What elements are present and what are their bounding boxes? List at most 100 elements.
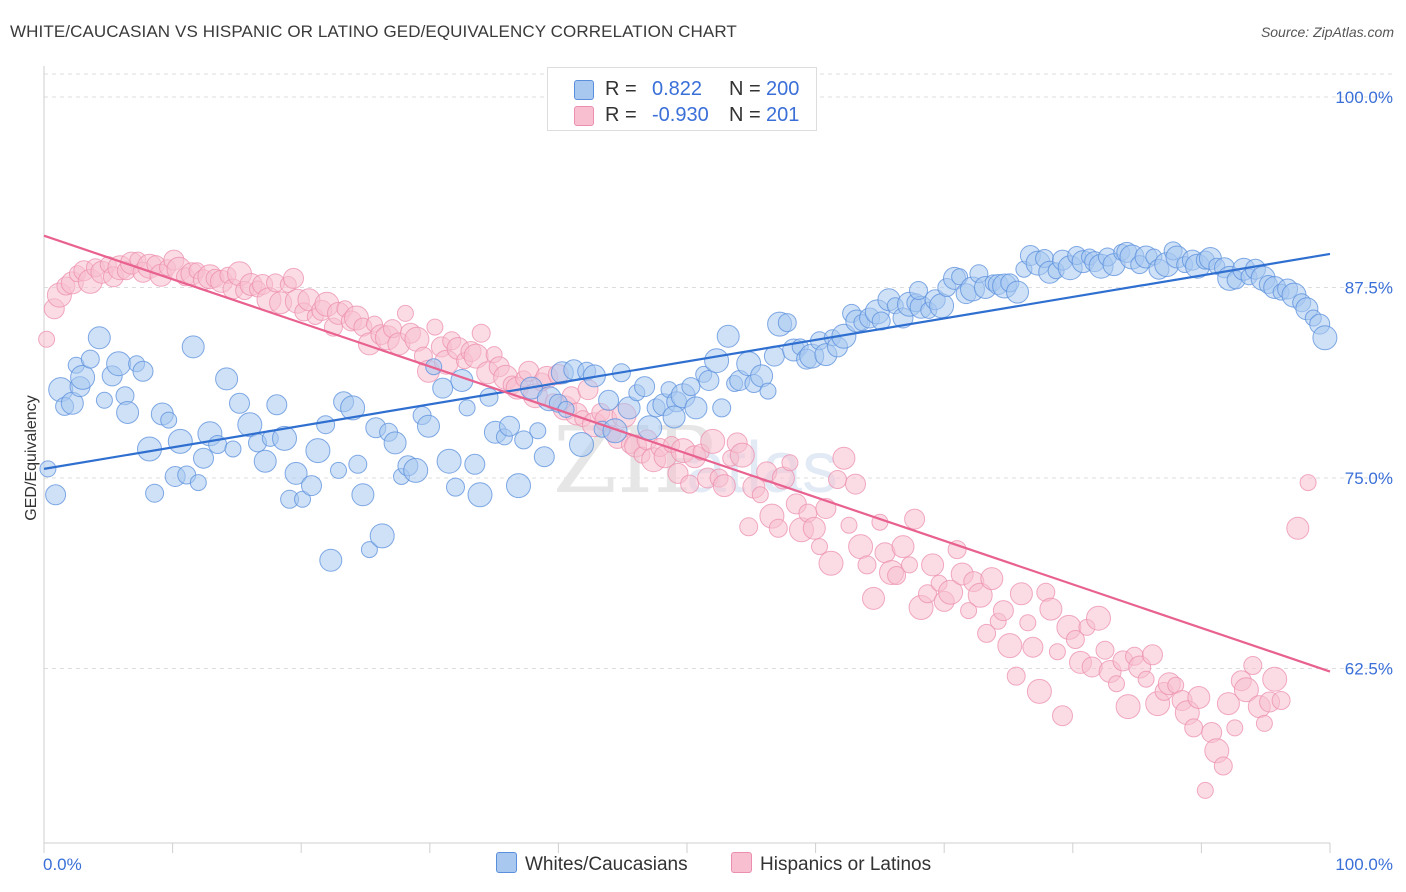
whites-point	[351, 483, 375, 507]
whites-point	[763, 345, 785, 367]
whites-point	[224, 440, 242, 458]
y-tick-label: 75.0%	[1345, 469, 1393, 488]
hispanics-point	[739, 517, 759, 537]
hispanics-point	[960, 602, 978, 620]
whites-point	[95, 391, 113, 409]
whites-point	[446, 477, 465, 497]
hispanics-point	[471, 323, 491, 343]
legend-item-hispanics[interactable]: Hispanics or Latinos	[731, 852, 931, 876]
hispanics-point	[1095, 640, 1115, 660]
hispanics-point	[1048, 643, 1066, 661]
whites-point	[193, 447, 214, 469]
legend-r-label: R =	[605, 104, 637, 126]
whites-point	[712, 398, 732, 418]
hispanics-point	[751, 486, 769, 504]
whites-point	[305, 438, 331, 464]
whites-point	[777, 313, 797, 333]
legend-label-whites: Whites/Caucasians	[525, 854, 688, 875]
hispanics-point	[1022, 636, 1044, 658]
hispanics-point	[918, 584, 937, 604]
whites-point	[229, 392, 250, 414]
hispanics-point	[1052, 705, 1073, 727]
y-tick-label: 87.5%	[1345, 279, 1393, 298]
hispanics-point	[700, 428, 726, 454]
hispanics-point	[811, 538, 828, 556]
whites-point	[617, 396, 641, 420]
whites-point	[759, 382, 777, 400]
hispanics-point	[1243, 656, 1263, 675]
hispanics-point	[845, 473, 866, 495]
hispanics-point	[938, 579, 964, 605]
hispanics-point	[992, 600, 1014, 622]
whites-point	[319, 548, 343, 572]
hispanics-point	[1108, 675, 1125, 693]
whites-point	[417, 414, 440, 438]
whites-point	[253, 449, 277, 473]
whites-point	[167, 428, 193, 454]
hispanics-point	[887, 566, 907, 585]
whites-point	[237, 412, 263, 438]
whites-point	[637, 415, 663, 441]
whites-point	[1312, 325, 1338, 351]
legend-r-value: -0.930	[652, 104, 709, 126]
whites-point	[432, 377, 454, 399]
whites-point	[634, 376, 656, 398]
hispanics-point	[1137, 670, 1155, 688]
legend-n-value: 201	[766, 104, 800, 126]
whites-point	[716, 324, 740, 348]
whites-point	[704, 348, 730, 374]
whites-point	[45, 484, 67, 506]
whites-point	[499, 415, 520, 437]
hispanics-point	[1216, 692, 1240, 716]
hispanics-point	[1187, 686, 1211, 709]
hispanics-point	[1142, 644, 1163, 666]
legend-n-label: N =	[729, 78, 761, 100]
whites-point	[514, 430, 534, 450]
legend-r-value: 0.822	[652, 78, 703, 100]
whites-point	[681, 377, 701, 397]
hispanics-point	[862, 586, 885, 610]
whites-point	[529, 422, 547, 440]
hispanics-point	[283, 267, 304, 289]
hispanics-point	[1226, 719, 1244, 737]
whites-point	[348, 454, 368, 474]
series-hispanics-points	[38, 249, 1317, 799]
hispanics-point	[802, 516, 826, 540]
legend-swatch-pink	[731, 852, 752, 873]
legend-swatch-blue	[496, 852, 517, 873]
whites-point	[1006, 280, 1029, 304]
correlation-legend: R = 0.822 N = 200 R = -0.930 N = 201	[547, 67, 817, 131]
hispanics-point	[1262, 666, 1288, 692]
whites-point	[330, 461, 347, 479]
whites-point	[383, 431, 407, 455]
hispanics-point	[1026, 678, 1052, 704]
whites-point	[533, 446, 555, 468]
legend-swatch-blue	[574, 80, 594, 100]
whites-point	[116, 401, 140, 424]
whites-point	[106, 351, 132, 377]
whites-point	[160, 411, 178, 429]
hispanics-point	[1086, 605, 1111, 631]
hispanics-point	[832, 446, 856, 470]
hispanics-point	[828, 470, 847, 489]
hispanics-point	[1019, 614, 1037, 632]
whites-point	[602, 418, 628, 444]
whites-point	[132, 360, 154, 382]
legend-swatch-pink	[574, 106, 594, 126]
hispanics-point	[1286, 516, 1310, 540]
whites-point	[189, 474, 207, 492]
hispanics-point	[38, 330, 56, 348]
whites-point	[369, 523, 395, 549]
whites-point	[909, 281, 928, 300]
whites-point	[698, 370, 720, 391]
hispanics-point	[891, 535, 915, 559]
hispanics-point	[1184, 718, 1204, 738]
hispanics-point	[712, 474, 736, 498]
whites-point	[598, 389, 620, 411]
legend-item-whites[interactable]: Whites/Caucasians	[496, 852, 688, 876]
hispanics-point	[997, 633, 1023, 659]
hispanics-point	[947, 540, 967, 560]
whites-point	[145, 483, 165, 503]
whites-point	[506, 473, 531, 499]
